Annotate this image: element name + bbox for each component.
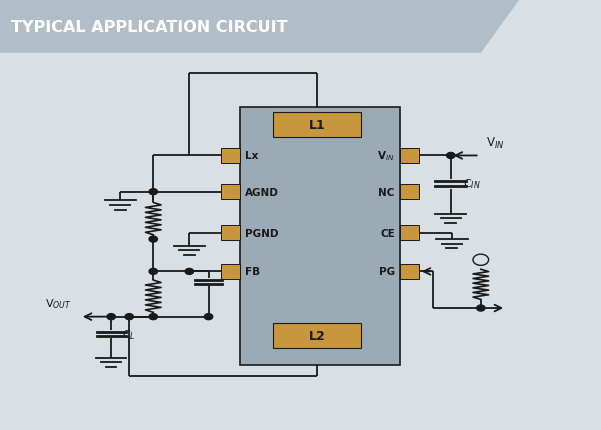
Text: PGND: PGND [245,228,279,238]
Bar [273,113,361,138]
Bar [221,184,240,200]
Bar [221,148,240,164]
Text: FB: FB [245,267,260,277]
Circle shape [149,189,157,195]
Circle shape [447,153,455,159]
Circle shape [125,314,133,320]
Text: NC: NC [379,187,395,197]
Bar [400,148,419,164]
Circle shape [477,305,485,311]
Bar [221,225,240,241]
Text: TYPICAL APPLICATION CIRCUIT: TYPICAL APPLICATION CIRCUIT [11,20,287,34]
Text: PG: PG [379,267,395,277]
Circle shape [149,269,157,275]
Circle shape [107,314,115,320]
Text: C$_{IN}$: C$_{IN}$ [463,177,481,191]
Text: V$_{IN}$: V$_{IN}$ [377,149,395,163]
Circle shape [149,314,157,320]
Bar [240,108,400,366]
Bar [273,323,361,348]
Bar [221,264,240,280]
Text: V$_{OUT}$: V$_{OUT}$ [45,297,72,310]
Bar [400,184,419,200]
Text: L1: L1 [309,119,325,132]
Circle shape [204,314,213,320]
Bar [400,225,419,241]
Text: V$_{IN}$: V$_{IN}$ [486,136,504,151]
Text: Lx: Lx [245,151,258,161]
Circle shape [473,255,489,266]
Text: L2: L2 [309,329,325,342]
Bar [400,264,419,280]
Circle shape [185,269,194,275]
Text: CE: CE [380,228,395,238]
Text: C$_L$: C$_L$ [122,327,136,341]
Polygon shape [0,0,520,54]
Circle shape [149,237,157,243]
Text: AGND: AGND [245,187,279,197]
